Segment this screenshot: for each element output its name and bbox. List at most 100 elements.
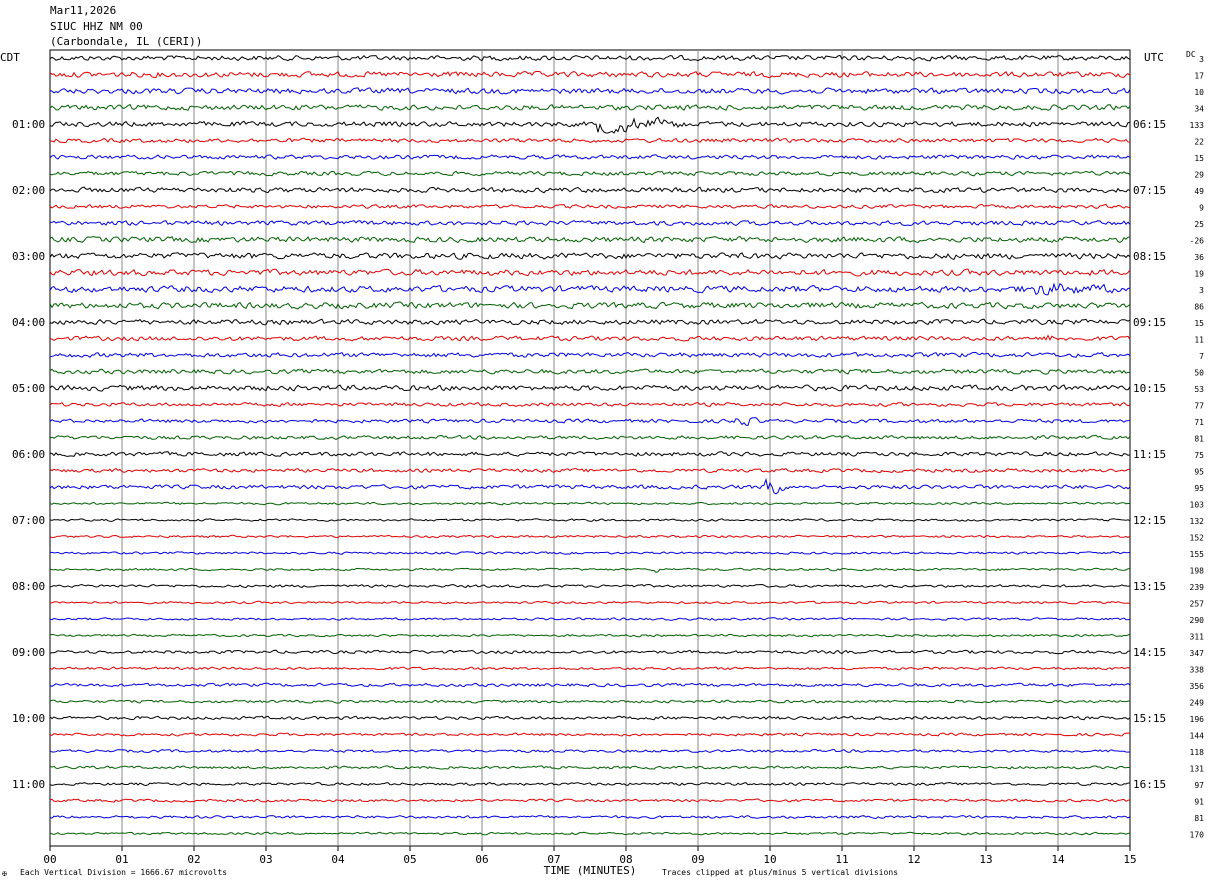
x-tick-label: 06 — [475, 853, 488, 866]
seismic-trace — [49, 318, 1131, 326]
plot-frame — [49, 49, 1131, 847]
x-tick-label: 05 — [403, 853, 416, 866]
right-timezone-label: UTC — [1144, 51, 1164, 64]
dc-offset-value: 3 — [1199, 55, 1204, 64]
seismic-trace — [49, 235, 1131, 244]
seismic-trace — [49, 748, 1131, 754]
right-hour-label: 12:15 — [1133, 514, 1166, 527]
seismic-trace — [49, 649, 1131, 655]
seismic-trace — [49, 451, 1131, 457]
seismic-trace — [49, 351, 1131, 358]
footer-mark-icon: ✠ — [2, 869, 7, 878]
seismic-trace — [49, 137, 1131, 144]
dc-offset-value: 249 — [1190, 699, 1205, 708]
left-hour-label: 06:00 — [12, 448, 45, 461]
right-hour-label: 06:15 — [1133, 118, 1166, 131]
left-hour-label: 01:00 — [12, 118, 45, 131]
seismic-trace — [49, 583, 1131, 589]
dc-offset-value: 347 — [1190, 649, 1205, 658]
dc-offset-value: 290 — [1190, 616, 1205, 625]
seismic-trace — [49, 633, 1131, 638]
header-station: SIUC HHZ NM 00 — [50, 20, 143, 33]
header-location: (Carbondale, IL (CERI)) — [50, 35, 203, 48]
x-tick-label: 00 — [43, 853, 56, 866]
seismic-trace — [49, 666, 1131, 671]
dc-offset-value: 338 — [1190, 666, 1205, 675]
right-hour-label: 14:15 — [1133, 646, 1166, 659]
dc-offset-value: 152 — [1190, 534, 1205, 543]
right-hour-label: 16:15 — [1133, 778, 1166, 791]
left-hour-label: 07:00 — [12, 514, 45, 527]
seismic-trace — [49, 203, 1131, 210]
seismic-trace — [49, 87, 1131, 95]
dc-offset-value: 81 — [1194, 435, 1204, 444]
dc-offset-value: 75 — [1194, 451, 1204, 460]
left-hour-label: 10:00 — [12, 712, 45, 725]
dc-offset-value: 257 — [1190, 600, 1205, 609]
dc-offset-value: 34 — [1194, 105, 1204, 114]
x-tick-label: 13 — [979, 853, 992, 866]
seismic-trace — [49, 417, 1131, 426]
dc-offset-value: 10 — [1194, 88, 1204, 97]
dc-offset-value: 3 — [1199, 286, 1204, 295]
x-tick-label: 03 — [259, 853, 272, 866]
dc-offset-value: 53 — [1194, 385, 1204, 394]
dc-offset-value: 198 — [1190, 567, 1205, 576]
dc-offset-value: 196 — [1190, 715, 1205, 724]
x-tick-label: 10 — [763, 853, 776, 866]
dc-offset-value: 7 — [1199, 352, 1204, 361]
dc-offset-value: 49 — [1194, 187, 1204, 196]
footer-scale-note: Each Vertical Division = 1666.67 microvo… — [20, 868, 228, 877]
dc-offset-value: 29 — [1194, 171, 1204, 180]
seismic-trace — [49, 54, 1131, 62]
dc-offset-value: 97 — [1194, 781, 1204, 790]
x-tick-label: 14 — [1051, 853, 1065, 866]
dc-offset-value: 15 — [1194, 319, 1204, 328]
x-tick-label: 08 — [619, 853, 632, 866]
dc-offset-value: 19 — [1194, 270, 1204, 279]
dc-offset-value: 95 — [1194, 468, 1204, 477]
seismic-trace — [49, 384, 1131, 392]
seismic-trace — [49, 715, 1131, 721]
dc-offset-value: 132 — [1190, 517, 1205, 526]
footer-clip-note: Traces clipped at plus/minus 5 vertical … — [662, 868, 899, 877]
x-tick-label: 15 — [1123, 853, 1136, 866]
dc-offset-value: 239 — [1190, 583, 1205, 592]
dc-offset-value: 22 — [1194, 138, 1204, 147]
dc-offset-value: 155 — [1190, 550, 1205, 559]
dc-column-label: DC — [1186, 50, 1196, 59]
seismic-trace — [49, 434, 1131, 440]
dc-offset-value: 86 — [1194, 303, 1204, 312]
seismic-trace — [49, 501, 1130, 506]
seismic-trace — [49, 781, 1131, 787]
left-hour-label: 11:00 — [12, 778, 45, 791]
seismic-trace — [49, 268, 1131, 277]
x-tick-label: 07 — [547, 853, 560, 866]
seismic-trace — [50, 551, 1131, 555]
right-hour-label: 09:15 — [1133, 316, 1166, 329]
seismic-trace — [49, 534, 1131, 539]
seismic-trace — [49, 798, 1131, 803]
x-tick-label: 02 — [187, 853, 200, 866]
left-hour-label: 09:00 — [12, 646, 45, 659]
seismic-trace — [49, 186, 1131, 194]
dc-offset-value: 36 — [1194, 253, 1204, 262]
left-timezone-label: CDT — [0, 51, 20, 64]
seismic-trace — [49, 282, 1131, 296]
dc-offset-value: 81 — [1194, 814, 1204, 823]
dc-offset-value: 25 — [1194, 220, 1204, 229]
seismic-trace — [49, 70, 1131, 79]
seismic-trace — [49, 567, 1131, 573]
dc-offset-value: 356 — [1190, 682, 1205, 691]
dc-offset-value: 118 — [1190, 748, 1205, 757]
right-hour-label: 11:15 — [1133, 448, 1166, 461]
seismic-trace — [49, 600, 1131, 605]
seismic-trace — [49, 334, 1131, 342]
dc-offset-value: 170 — [1190, 831, 1205, 840]
left-hour-label: 02:00 — [12, 184, 45, 197]
dc-offset-value: 311 — [1190, 633, 1205, 642]
seismic-trace — [50, 219, 1131, 227]
seismic-trace — [49, 301, 1131, 310]
dc-offset-value: 144 — [1190, 732, 1205, 741]
